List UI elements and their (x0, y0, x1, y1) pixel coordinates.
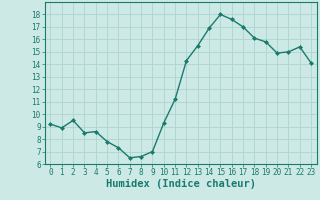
X-axis label: Humidex (Indice chaleur): Humidex (Indice chaleur) (106, 179, 256, 189)
